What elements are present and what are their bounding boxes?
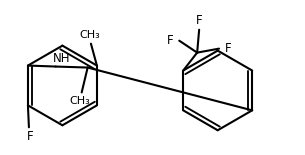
Text: F: F — [225, 42, 231, 55]
Text: F: F — [27, 130, 33, 143]
Text: NH: NH — [53, 52, 70, 65]
Text: F: F — [196, 14, 203, 27]
Text: CH₃: CH₃ — [69, 96, 90, 106]
Text: CH₃: CH₃ — [80, 30, 100, 40]
Text: F: F — [167, 34, 174, 47]
